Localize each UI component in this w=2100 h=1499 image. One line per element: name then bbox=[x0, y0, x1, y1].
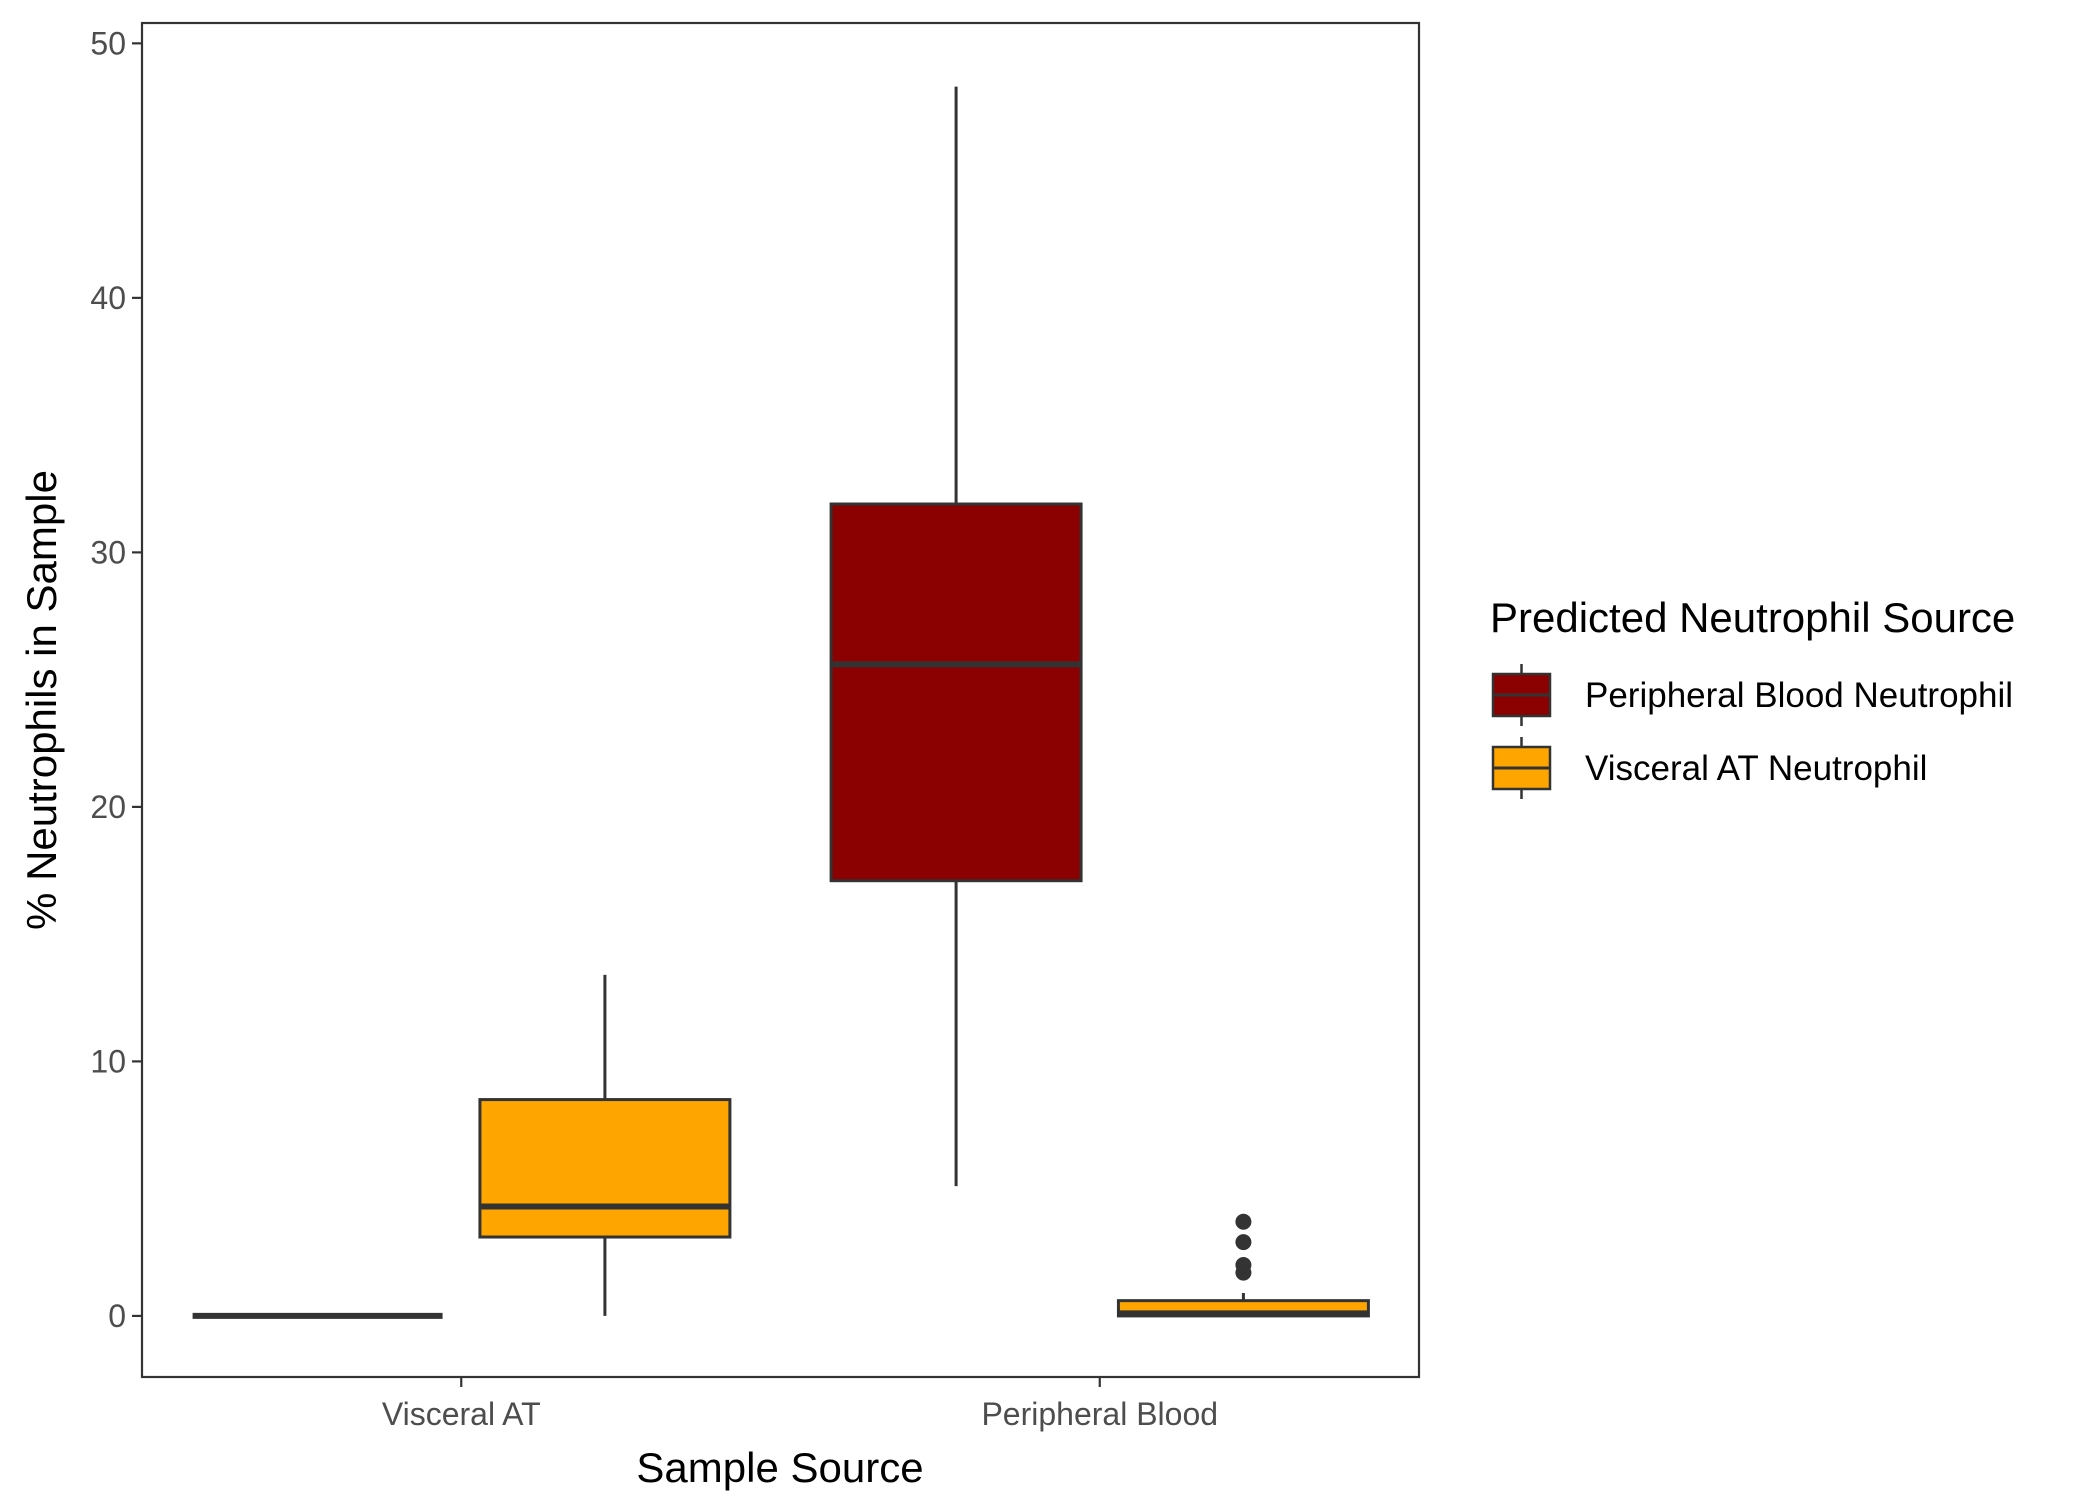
y-axis: 0 10 20 30 40 50 bbox=[90, 25, 142, 1334]
box-body bbox=[478, 1098, 732, 1239]
y-tick-label: 20 bbox=[90, 789, 126, 825]
y-tick-label: 30 bbox=[90, 534, 126, 570]
legend-item: Peripheral Blood Neutrophil bbox=[1491, 664, 2013, 726]
y-axis-title: % Neutrophils in Sample bbox=[18, 470, 65, 930]
outlier-point bbox=[1235, 1213, 1252, 1230]
outlier-point bbox=[1235, 1257, 1252, 1274]
outlier-point bbox=[1235, 1234, 1252, 1251]
legend: Predicted Neutrophil Source Peripheral B… bbox=[1490, 594, 2015, 799]
box-visceral-at-neutrophil-peripheral-blood bbox=[1116, 1213, 1370, 1318]
x-tick-label: Visceral AT bbox=[382, 1396, 541, 1432]
y-tick-label: 50 bbox=[90, 25, 126, 61]
x-tick-label: Peripheral Blood bbox=[981, 1396, 1218, 1432]
plot-area bbox=[192, 86, 1370, 1319]
x-axis-title: Sample Source bbox=[636, 1444, 923, 1491]
legend-label: Peripheral Blood Neutrophil bbox=[1585, 676, 2013, 715]
legend-label: Visceral AT Neutrophil bbox=[1585, 749, 1927, 788]
y-tick-label: 40 bbox=[90, 280, 126, 316]
plot-panel-border bbox=[140, 21, 1421, 1379]
box-body bbox=[829, 502, 1083, 883]
legend-title: Predicted Neutrophil Source bbox=[1490, 594, 2015, 641]
x-axis: Visceral AT Peripheral Blood bbox=[382, 1377, 1218, 1432]
box-peripheral-blood-neutrophil-peripheral-blood bbox=[829, 86, 1083, 1187]
y-tick-label: 0 bbox=[108, 1298, 126, 1334]
y-tick-label: 10 bbox=[90, 1043, 126, 1079]
box-visceral-at-neutrophil-visceral-at bbox=[478, 974, 732, 1316]
legend-item: Visceral AT Neutrophil bbox=[1491, 737, 1927, 799]
